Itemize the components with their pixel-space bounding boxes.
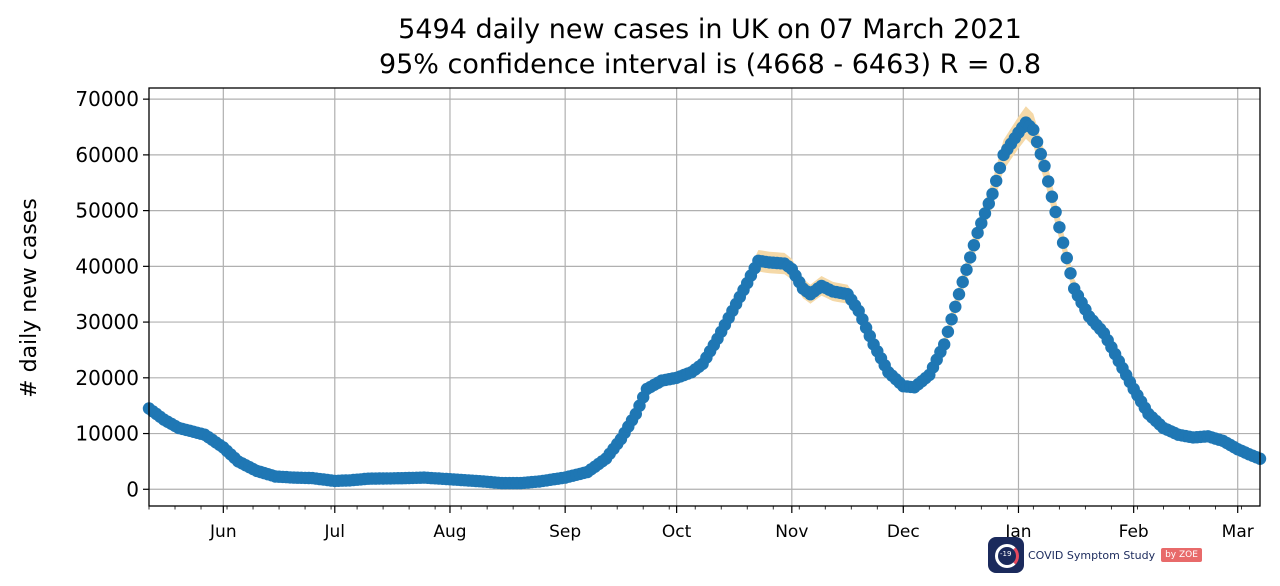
x-tick-label: Nov bbox=[775, 522, 808, 542]
x-tick-label: Oct bbox=[662, 522, 692, 542]
data-point bbox=[964, 251, 977, 264]
data-point bbox=[1049, 205, 1062, 219]
data-point bbox=[1056, 236, 1070, 249]
data-point bbox=[1042, 175, 1055, 188]
chart-title: 5494 daily new cases in UK on 07 March 2… bbox=[398, 14, 1022, 45]
data-point bbox=[1045, 190, 1059, 203]
logo-by-zoe: by ZOE bbox=[1161, 548, 1202, 562]
data-point bbox=[971, 226, 984, 240]
data-point bbox=[1060, 251, 1074, 265]
data-point bbox=[1064, 267, 1077, 280]
confidence-band bbox=[149, 106, 1260, 486]
data-point bbox=[941, 325, 955, 338]
data-point bbox=[1030, 135, 1044, 149]
data-point bbox=[938, 338, 951, 351]
y-axis-ticks: 0 10000 20000 30000 40000 50000 60000 70000 bbox=[75, 87, 149, 501]
x-tick-label: Feb bbox=[1119, 522, 1149, 542]
data-point bbox=[1053, 221, 1066, 234]
x-tick-label: Jul bbox=[324, 522, 346, 542]
data-point bbox=[986, 187, 999, 201]
y-axis-label: # daily new cases bbox=[17, 198, 42, 398]
logo-name: COVID Symptom Study bbox=[1028, 548, 1156, 562]
data-point bbox=[1034, 147, 1048, 161]
y-tick-label: 60000 bbox=[75, 143, 139, 167]
data-points bbox=[142, 116, 1267, 490]
plot-frame bbox=[148, 87, 1261, 507]
y-tick-label: 20000 bbox=[75, 366, 139, 390]
data-point bbox=[949, 300, 962, 313]
data-point bbox=[975, 217, 988, 230]
x-tick-label: Dec bbox=[887, 522, 920, 542]
x-tick-label: Mar bbox=[1222, 522, 1254, 542]
data-point bbox=[982, 197, 995, 210]
data-point bbox=[945, 313, 958, 326]
data-point bbox=[1027, 123, 1040, 136]
x-tick-label: Aug bbox=[433, 522, 466, 542]
y-tick-label: 30000 bbox=[75, 310, 139, 334]
y-tick-label: 40000 bbox=[75, 254, 139, 278]
data-point bbox=[956, 275, 969, 289]
x-tick-label: Sep bbox=[549, 522, 581, 542]
y-tick-label: 10000 bbox=[75, 422, 139, 446]
y-tick-label: 0 bbox=[126, 477, 139, 501]
logo-badge-text: -19 bbox=[1000, 550, 1012, 558]
data-point bbox=[978, 207, 992, 220]
data-point bbox=[960, 263, 973, 276]
data-point bbox=[1038, 159, 1051, 173]
chart-subtitle: 95% confidence interval is (4668 - 6463)… bbox=[379, 49, 1041, 80]
confidence-band-area bbox=[149, 106, 1260, 486]
x-tick-label: Jun bbox=[209, 522, 237, 542]
data-point bbox=[993, 161, 1007, 175]
y-tick-label: 70000 bbox=[75, 87, 139, 111]
data-point bbox=[967, 239, 981, 252]
y-tick-label: 50000 bbox=[75, 199, 139, 223]
data-point bbox=[990, 174, 1003, 188]
logo-badge-icon: -19 bbox=[988, 537, 1024, 573]
covid-symptom-study-logo: -19 COVID Symptom Study by ZOE bbox=[988, 536, 1202, 574]
grid bbox=[149, 88, 1260, 506]
data-point bbox=[952, 288, 966, 301]
x-axis-ticks: Jun Jul Aug Sep Oct Nov Dec Jan Feb Mar bbox=[148, 506, 1254, 542]
